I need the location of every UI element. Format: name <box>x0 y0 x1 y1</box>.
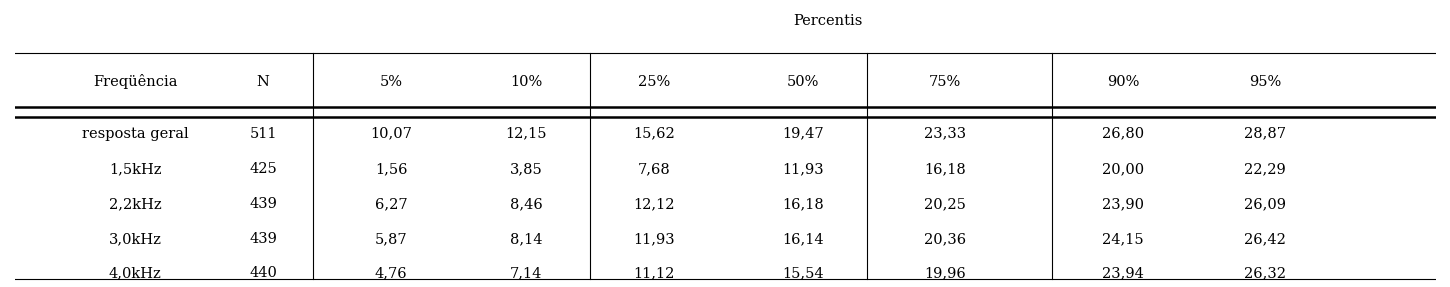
Text: 95%: 95% <box>1248 75 1282 89</box>
Text: 440: 440 <box>249 266 277 280</box>
Text: 3,85: 3,85 <box>510 162 542 176</box>
Text: 26,32: 26,32 <box>1244 266 1286 280</box>
Text: 19,47: 19,47 <box>783 127 824 141</box>
Text: 23,94: 23,94 <box>1102 266 1144 280</box>
Text: 25%: 25% <box>638 75 670 89</box>
Text: 16,18: 16,18 <box>783 197 824 211</box>
Text: 23,33: 23,33 <box>924 127 966 141</box>
Text: 24,15: 24,15 <box>1102 232 1144 246</box>
Text: 28,87: 28,87 <box>1244 127 1286 141</box>
Text: 1,5kHz: 1,5kHz <box>109 162 161 176</box>
Text: 23,90: 23,90 <box>1102 197 1144 211</box>
Text: 439: 439 <box>249 232 277 246</box>
Text: 26,09: 26,09 <box>1244 197 1286 211</box>
Text: 26,42: 26,42 <box>1244 232 1286 246</box>
Text: 8,46: 8,46 <box>510 197 542 211</box>
Text: 20,00: 20,00 <box>1102 162 1144 176</box>
Text: 10%: 10% <box>510 75 542 89</box>
Text: 22,29: 22,29 <box>1244 162 1286 176</box>
Text: 8,14: 8,14 <box>510 232 542 246</box>
Text: 6,27: 6,27 <box>374 197 407 211</box>
Text: 4,0kHz: 4,0kHz <box>109 266 161 280</box>
Text: 12,15: 12,15 <box>505 127 547 141</box>
Text: N: N <box>257 75 270 89</box>
Text: 11,93: 11,93 <box>634 232 674 246</box>
Text: Percentis: Percentis <box>793 14 863 28</box>
Text: resposta geral: resposta geral <box>83 127 188 141</box>
Text: 11,93: 11,93 <box>783 162 824 176</box>
Text: 425: 425 <box>249 162 277 176</box>
Text: 7,68: 7,68 <box>638 162 670 176</box>
Text: Freqüência: Freqüência <box>93 74 177 89</box>
Text: 75%: 75% <box>929 75 961 89</box>
Text: 10,07: 10,07 <box>370 127 412 141</box>
Text: 11,12: 11,12 <box>634 266 674 280</box>
Text: 26,80: 26,80 <box>1102 127 1144 141</box>
Text: 3,0kHz: 3,0kHz <box>109 232 162 246</box>
Text: 20,36: 20,36 <box>924 232 966 246</box>
Text: 16,14: 16,14 <box>783 232 824 246</box>
Text: 439: 439 <box>249 197 277 211</box>
Text: 5,87: 5,87 <box>374 232 407 246</box>
Text: 5%: 5% <box>380 75 403 89</box>
Text: 4,76: 4,76 <box>374 266 407 280</box>
Text: 1,56: 1,56 <box>374 162 407 176</box>
Text: 19,96: 19,96 <box>925 266 966 280</box>
Text: 90%: 90% <box>1106 75 1140 89</box>
Text: 2,2kHz: 2,2kHz <box>109 197 161 211</box>
Text: 20,25: 20,25 <box>924 197 966 211</box>
Text: 50%: 50% <box>787 75 819 89</box>
Text: 15,62: 15,62 <box>634 127 674 141</box>
Text: 511: 511 <box>249 127 277 141</box>
Text: 7,14: 7,14 <box>510 266 542 280</box>
Text: 16,18: 16,18 <box>925 162 966 176</box>
Text: 12,12: 12,12 <box>634 197 674 211</box>
Text: 15,54: 15,54 <box>783 266 824 280</box>
